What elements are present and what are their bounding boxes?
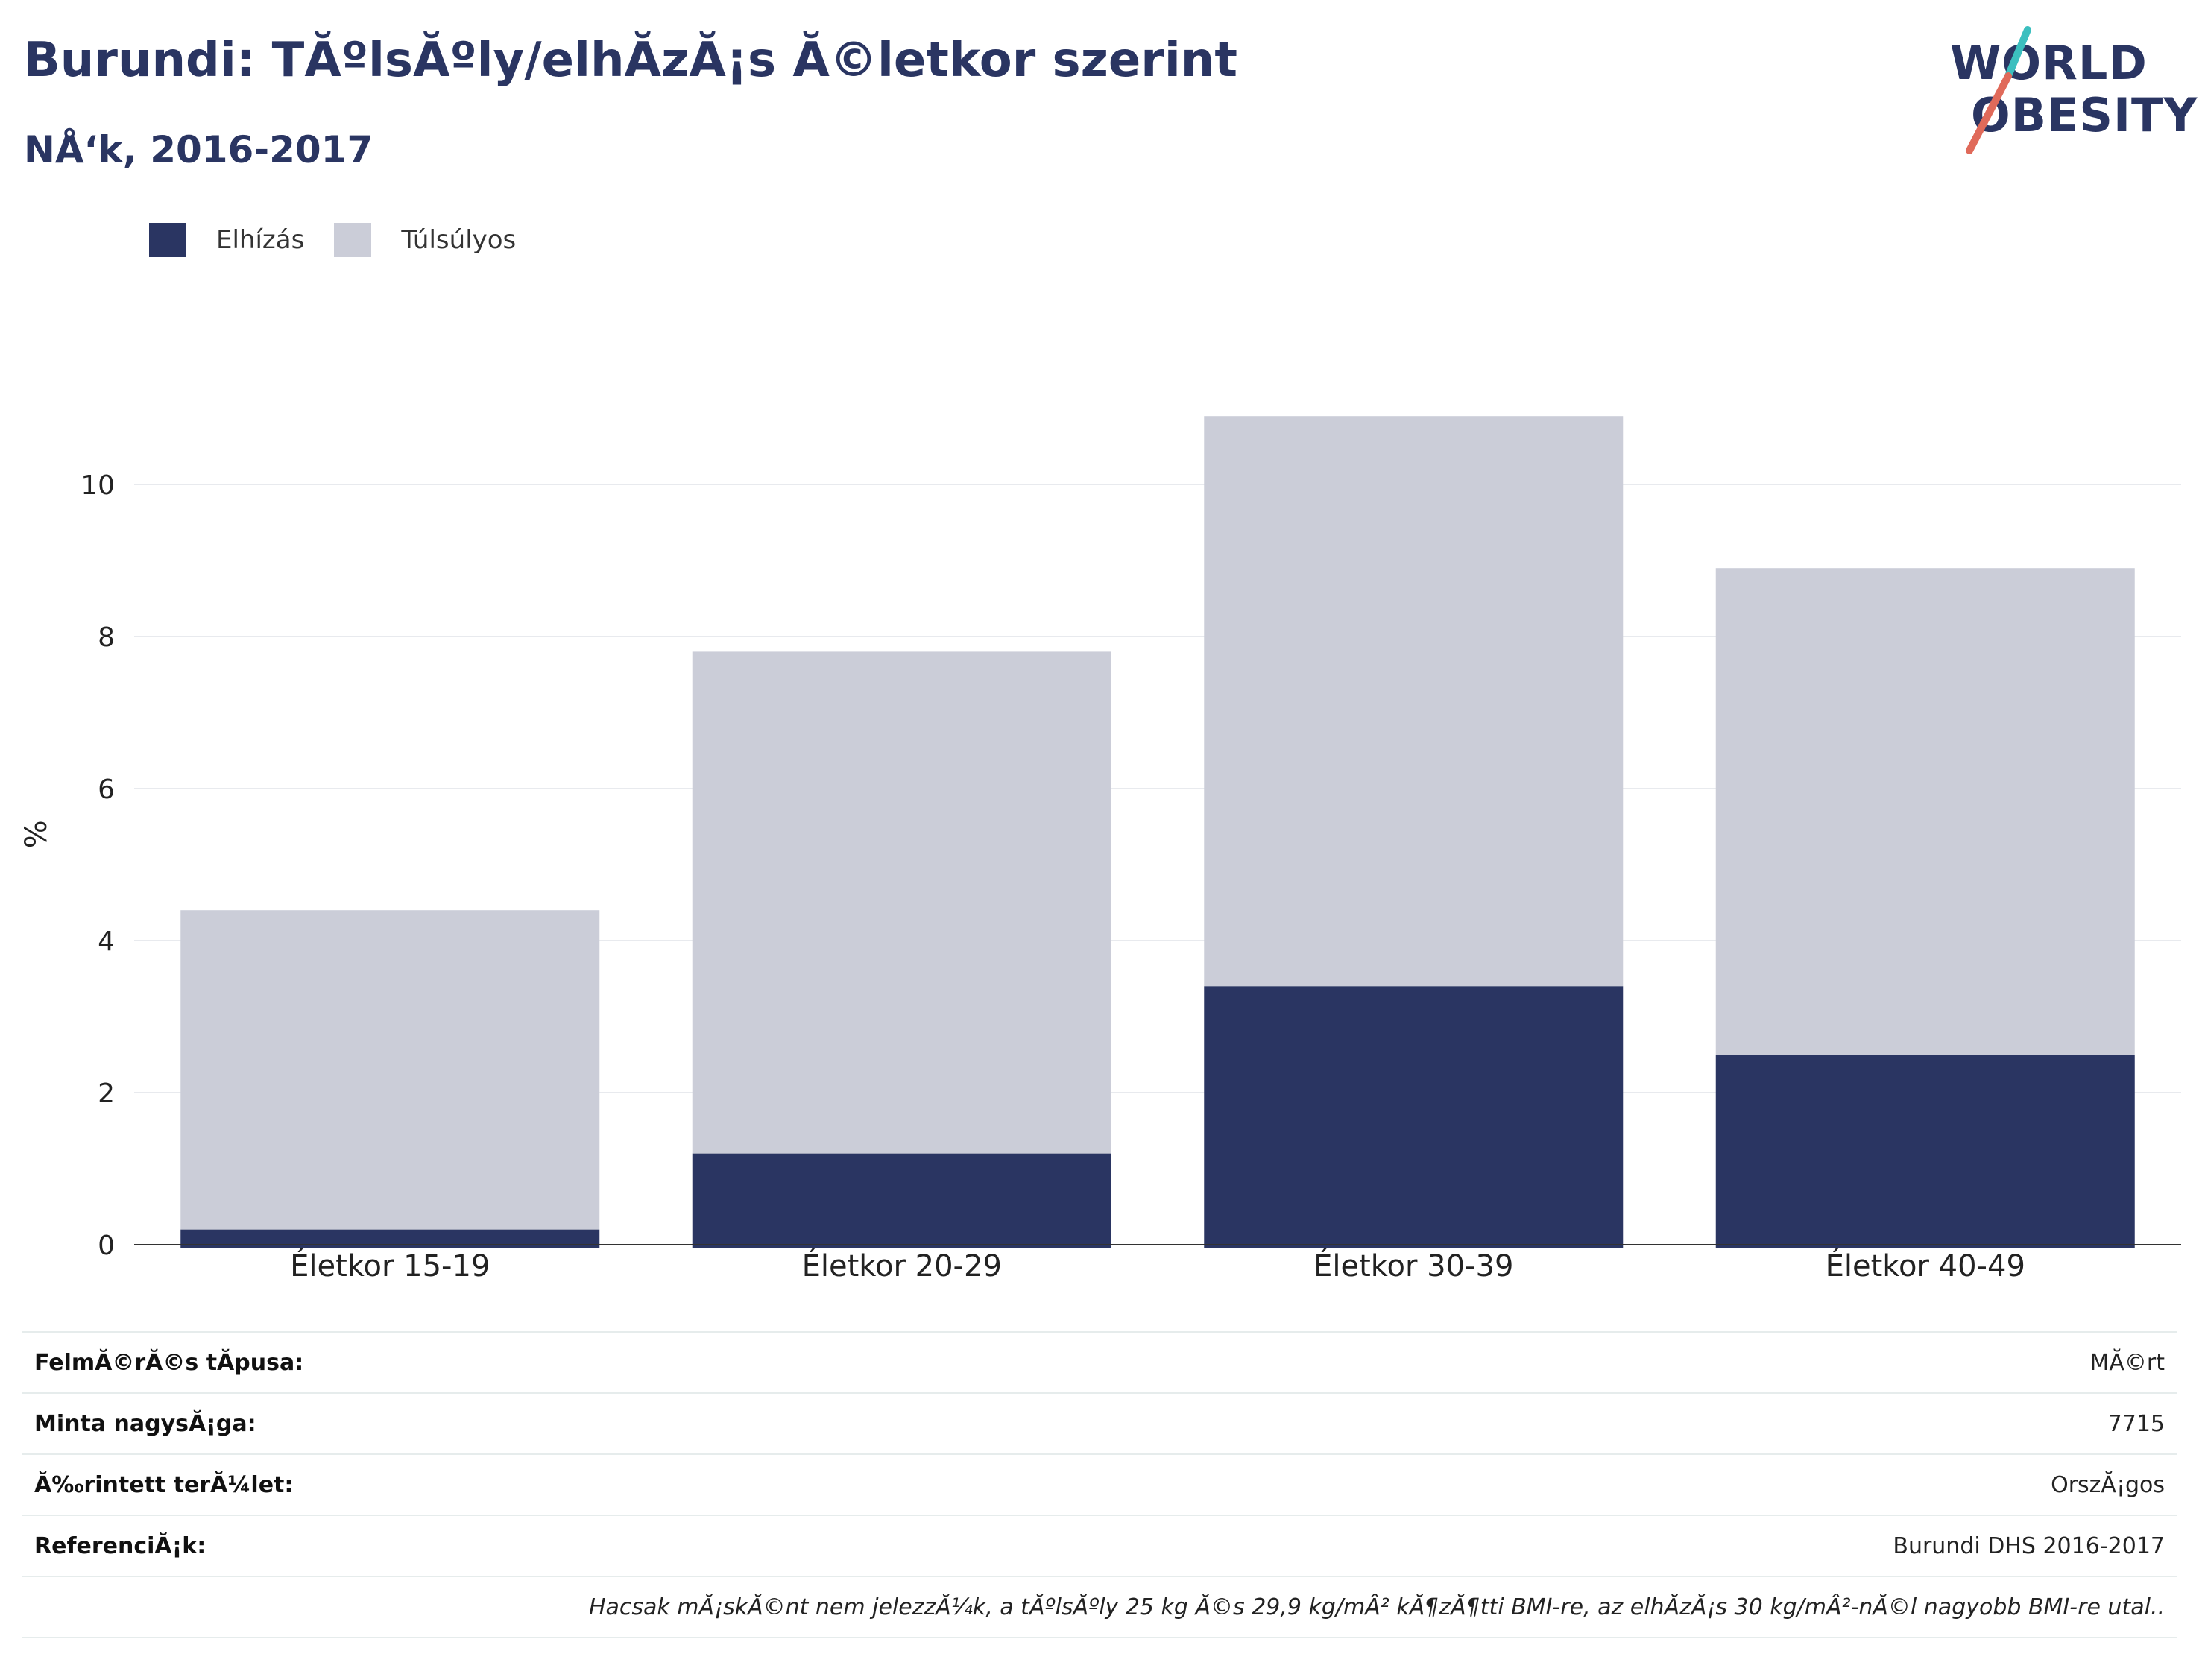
legend-item-overweight[interactable]: Túlsúlyos	[334, 223, 516, 257]
logo-line1: WORLD	[1950, 36, 2148, 90]
legend-label-obesity: Elhízás	[216, 225, 305, 255]
info-value: MĂ©rt	[2089, 1349, 2165, 1376]
bar-obesity	[1715, 1055, 2135, 1248]
info-value: Burundi DHS 2016-2017	[1893, 1532, 2165, 1559]
bar-overweight	[1715, 568, 2135, 1055]
bar-obesity	[692, 1153, 1111, 1248]
stacked-bar-chart: 0 2 4 6 8 10% Életkor 15-19 Életkor 20-29 Életko…	[19, 416, 2181, 1282]
logo-line2: OBESITY	[1971, 88, 2198, 142]
bar-obesity	[1204, 986, 1624, 1248]
footnote-text: Hacsak mĂ¡skĂ©nt nem jelezzĂ¼k, a tĂºlsĂ…	[588, 1594, 2165, 1620]
info-row-area: Ă‰rintett terĂ¼let: OrszĂ¡gos	[22, 1453, 2177, 1515]
bar-overweight	[692, 651, 1111, 1154]
info-key: ReferenciĂ¡k:	[34, 1532, 206, 1559]
y-tick-label: 8	[98, 622, 115, 653]
legend-swatch-overweight	[334, 223, 372, 257]
legend-item-obesity[interactable]: Elhízás	[149, 223, 304, 257]
x-tick-label: Életkor 30-39	[1313, 1248, 1513, 1282]
x-tick-label: Életkor 20-29	[802, 1248, 1002, 1282]
legend-swatch-obesity	[149, 223, 186, 257]
bar-overweight	[1204, 416, 1624, 987]
x-tick-label: Életkor 15-19	[290, 1248, 490, 1282]
info-value: 7715	[2107, 1410, 2165, 1437]
y-tick-label: 6	[98, 774, 115, 805]
info-value: OrszĂ¡gos	[2051, 1471, 2165, 1498]
info-key: Minta nagysĂ¡ga:	[34, 1410, 256, 1437]
legend-label-overweight: Túlsúlyos	[401, 225, 517, 255]
y-axis-title: %	[19, 820, 54, 848]
x-tick-label: Életkor 40-49	[1826, 1248, 2025, 1282]
chart-subtitle: NÅ‘k, 2016-2017	[24, 128, 373, 171]
chart-title: Burundi: TĂºlsĂºly/elhĂzĂ¡s Ă©letkor sze…	[24, 33, 1237, 88]
y-tick-label: 0	[98, 1231, 115, 1261]
survey-info-table: FelmĂ©rĂ©s tĂpusa: MĂ©rt Minta nagysĂ¡ga…	[22, 1331, 2177, 1638]
info-key: Ă‰rintett terĂ¼let:	[34, 1471, 294, 1498]
world-obesity-logo: WORLD OBESITY	[1938, 22, 2197, 157]
y-tick-label: 4	[98, 926, 115, 957]
info-footnote: Hacsak mĂ¡skĂ©nt nem jelezzĂ¼k, a tĂºlsĂ…	[22, 1576, 2177, 1638]
logo-slash-icon	[1966, 26, 2031, 154]
info-row-survey-type: FelmĂ©rĂ©s tĂpusa: MĂ©rt	[22, 1331, 2177, 1392]
info-row-references: ReferenciĂ¡k: Burundi DHS 2016-2017	[22, 1515, 2177, 1576]
info-row-sample-size: Minta nagysĂ¡ga: 7715	[22, 1392, 2177, 1453]
chart-legend: Elhízás Túlsúlyos	[149, 221, 546, 259]
y-tick-label: 2	[98, 1079, 115, 1109]
bar-overweight	[180, 910, 600, 1230]
info-key: FelmĂ©rĂ©s tĂpusa:	[34, 1349, 304, 1376]
y-tick-label: 10	[81, 470, 115, 501]
